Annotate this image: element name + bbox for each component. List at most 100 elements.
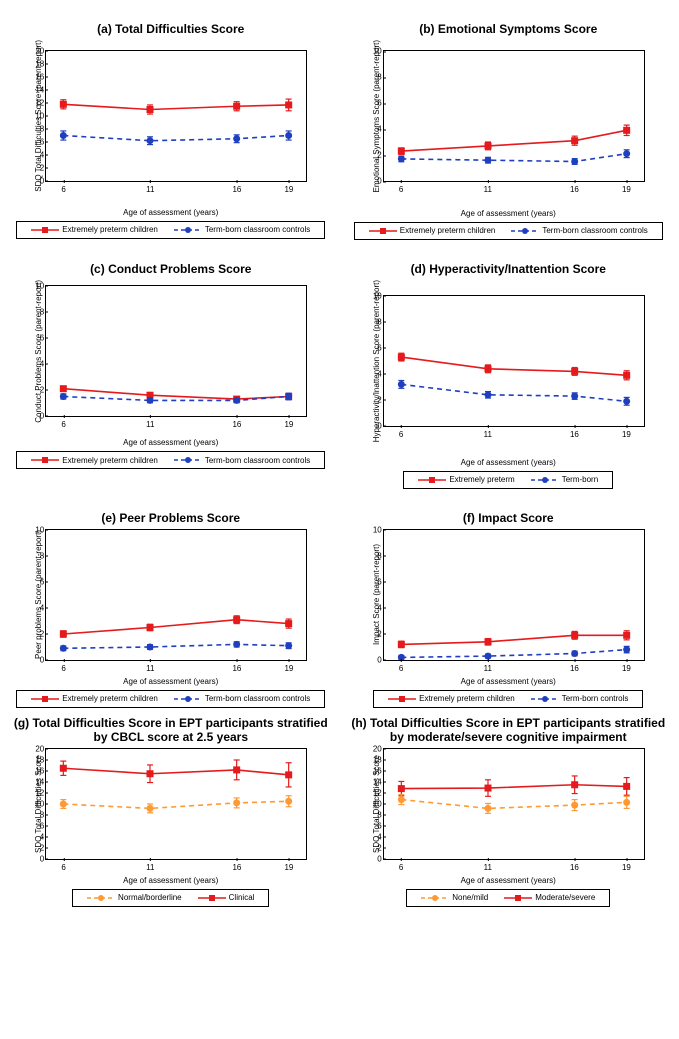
legend-label: Term-born classroom controls xyxy=(542,226,647,235)
legend-label: Clinical xyxy=(229,893,255,902)
legend-label: Term-born controls xyxy=(562,694,629,703)
legend-label: Extremely preterm children xyxy=(400,226,496,235)
y-ticks: 0246810 xyxy=(364,530,382,660)
panel-title: (b) Emotional Symptoms Score xyxy=(419,8,597,36)
legend: None/mild Moderate/severe xyxy=(406,889,610,907)
legend-item: Extremely preterm xyxy=(418,475,514,485)
legend-swatch xyxy=(174,225,202,235)
legend-label: Extremely preterm xyxy=(449,475,514,484)
legend-label: None/mild xyxy=(452,893,488,902)
chart-grid: (a) Total Difficulties Score SDQ Total D… xyxy=(8,8,671,907)
legend-item: None/mild xyxy=(421,893,488,903)
panel-e: (e) Peer Problems Score Peer problems Sc… xyxy=(8,497,334,708)
panel-g: (g) Total Difficulties Score in EPT part… xyxy=(8,716,334,907)
legend-swatch xyxy=(369,226,397,236)
y-ticks: 02468101214161820 xyxy=(26,749,44,859)
legend-swatch xyxy=(87,893,115,903)
x-axis-label: Age of assessment (years) xyxy=(461,209,556,218)
legend: Normal/borderline Clinical xyxy=(72,889,269,907)
legend-swatch xyxy=(198,893,226,903)
legend-item: Extremely preterm children xyxy=(31,455,158,465)
legend-item: Normal/borderline xyxy=(87,893,182,903)
legend: Extremely preterm children Term-born cla… xyxy=(16,451,325,469)
legend-label: Normal/borderline xyxy=(118,893,182,902)
legend-label: Extremely preterm children xyxy=(419,694,515,703)
panel-title: (e) Peer Problems Score xyxy=(101,497,240,525)
panel-title: (c) Conduct Problems Score xyxy=(90,248,251,276)
legend-label: Extremely preterm children xyxy=(62,225,158,234)
y-ticks: 0246810 xyxy=(26,530,44,660)
legend-item: Extremely preterm children xyxy=(31,694,158,704)
y-ticks: 0246810 xyxy=(364,296,382,426)
y-ticks: 0246810 xyxy=(26,286,44,416)
x-ticks: 6111619 xyxy=(46,861,306,873)
x-ticks: 6111619 xyxy=(384,662,644,674)
legend-label: Term-born xyxy=(562,475,598,484)
panel-title: (h) Total Difficulties Score in EPT part… xyxy=(346,716,672,744)
legend-swatch xyxy=(421,893,449,903)
plot-area: 0246810 6111619 xyxy=(45,285,307,417)
x-ticks: 6111619 xyxy=(46,662,306,674)
legend-swatch xyxy=(504,893,532,903)
panel-b: (b) Emotional Symptoms Score Emotional S… xyxy=(346,8,672,240)
legend-label: Extremely preterm children xyxy=(62,694,158,703)
panel-title: (a) Total Difficulties Score xyxy=(97,8,244,36)
legend-item: Extremely preterm children xyxy=(31,225,158,235)
y-ticks: 02468101214161820 xyxy=(364,749,382,859)
legend-swatch xyxy=(531,475,559,485)
panel-h: (h) Total Difficulties Score in EPT part… xyxy=(346,716,672,907)
legend-item: Moderate/severe xyxy=(504,893,595,903)
legend-swatch xyxy=(531,694,559,704)
x-axis-label: Age of assessment (years) xyxy=(461,876,556,885)
plot-area: 0246810 6111619 xyxy=(383,295,645,427)
legend-label: Extremely preterm children xyxy=(62,456,158,465)
panel-c: (c) Conduct Problems Score Conduct Probl… xyxy=(8,248,334,489)
legend-item: Term-born classroom controls xyxy=(174,225,310,235)
y-ticks: 02468101214161820 xyxy=(26,51,44,181)
panel-d: (d) Hyperactivity/Inattention Score Hype… xyxy=(346,248,672,489)
legend-item: Clinical xyxy=(198,893,255,903)
panel-title: (g) Total Difficulties Score in EPT part… xyxy=(8,716,334,744)
x-axis-label: Age of assessment (years) xyxy=(123,208,218,217)
legend-swatch xyxy=(418,475,446,485)
legend-label: Moderate/severe xyxy=(535,893,595,902)
x-ticks: 6111619 xyxy=(46,183,306,195)
legend-swatch xyxy=(31,694,59,704)
plot-area: 0246810 6111619 xyxy=(383,50,645,182)
x-ticks: 6111619 xyxy=(384,183,644,195)
plot-area: 02468101214161820 6111619 xyxy=(383,748,645,860)
legend-swatch xyxy=(174,694,202,704)
x-axis-label: Age of assessment (years) xyxy=(461,677,556,686)
legend-swatch xyxy=(31,225,59,235)
legend-label: Term-born classroom controls xyxy=(205,225,310,234)
legend: Extremely preterm children Term-born con… xyxy=(373,690,643,708)
x-axis-label: Age of assessment (years) xyxy=(461,458,556,467)
legend-item: Term-born classroom controls xyxy=(174,455,310,465)
legend-item: Term-born xyxy=(531,475,598,485)
legend: Extremely preterm children Term-born cla… xyxy=(16,221,325,239)
legend-swatch xyxy=(31,455,59,465)
legend-item: Extremely preterm children xyxy=(369,226,496,236)
legend-swatch xyxy=(174,455,202,465)
legend-item: Extremely preterm children xyxy=(388,694,515,704)
legend: Extremely preterm children Term-born cla… xyxy=(354,222,663,240)
x-ticks: 6111619 xyxy=(384,428,644,440)
legend-item: Term-born classroom controls xyxy=(174,694,310,704)
panel-f: (f) Impact Score Impact Score (parent-re… xyxy=(346,497,672,708)
x-axis-label: Age of assessment (years) xyxy=(123,677,218,686)
legend-item: Term-born controls xyxy=(531,694,629,704)
legend-swatch xyxy=(511,226,539,236)
x-ticks: 6111619 xyxy=(384,861,644,873)
plot-area: 0246810 6111619 xyxy=(383,529,645,661)
legend-label: Term-born classroom controls xyxy=(205,694,310,703)
y-ticks: 0246810 xyxy=(364,51,382,181)
panel-a: (a) Total Difficulties Score SDQ Total D… xyxy=(8,8,334,240)
panel-title: (d) Hyperactivity/Inattention Score xyxy=(411,248,606,276)
legend-item: Term-born classroom controls xyxy=(511,226,647,236)
plot-area: 0246810 6111619 xyxy=(45,529,307,661)
legend-swatch xyxy=(388,694,416,704)
plot-area: 02468101214161820 6111619 xyxy=(45,748,307,860)
plot-area: 02468101214161820 6111619 xyxy=(45,50,307,182)
x-axis-label: Age of assessment (years) xyxy=(123,876,218,885)
legend: Extremely preterm children Term-born cla… xyxy=(16,690,325,708)
